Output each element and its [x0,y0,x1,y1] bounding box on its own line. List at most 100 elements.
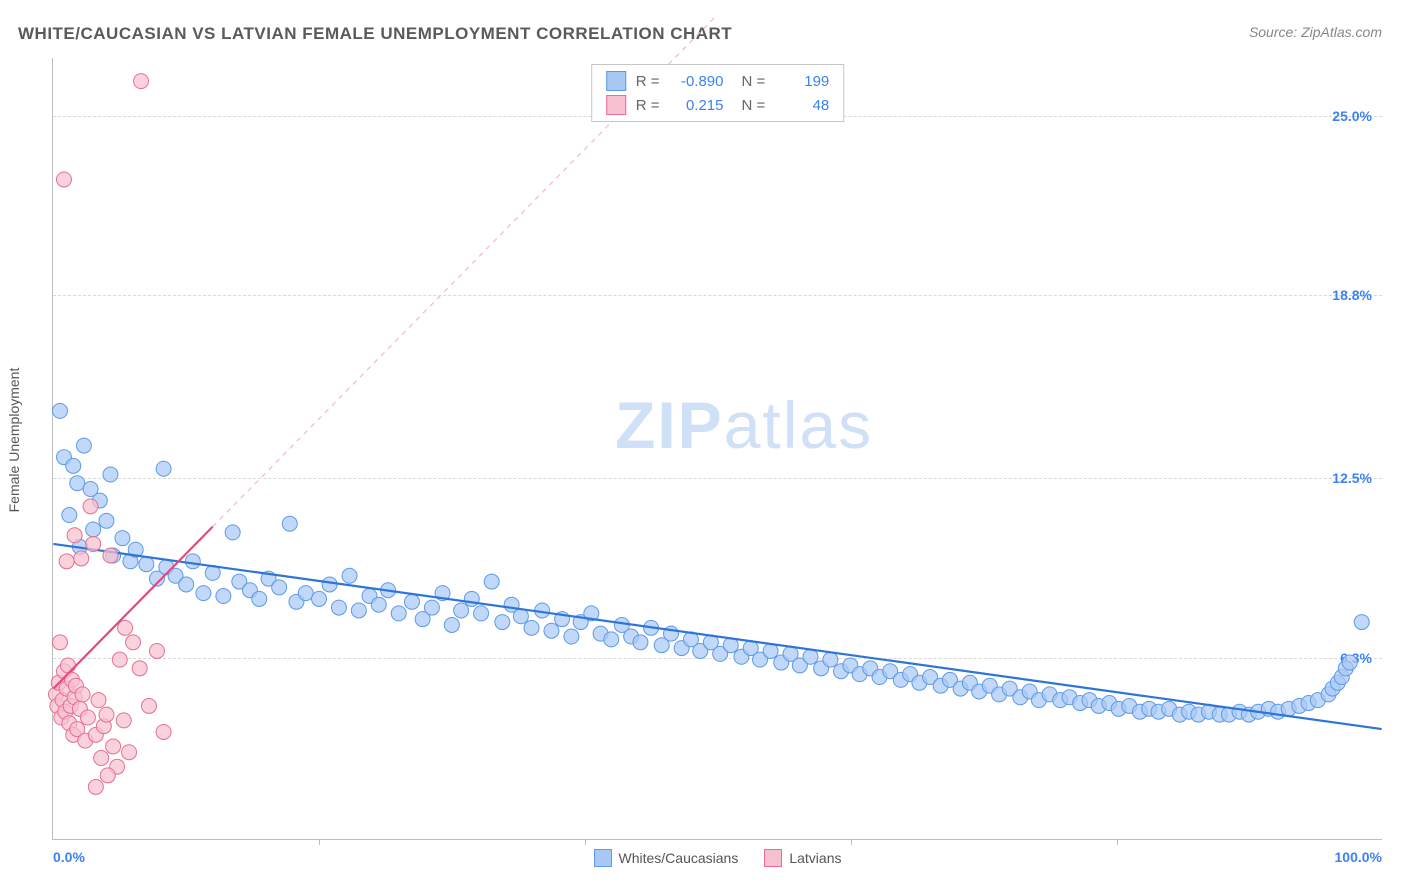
scatter-point [53,403,68,418]
scatter-point [139,557,154,572]
stats-row: R = -0.890 N = 199 [606,69,830,93]
stats-swatch [606,71,626,91]
scatter-point [282,516,297,531]
scatter-point [312,591,327,606]
scatter-point [59,554,74,569]
scatter-point [803,649,818,664]
scatter-point [524,620,539,635]
scatter-point [331,600,346,615]
scatter-point [272,580,287,595]
scatter-point [342,568,357,583]
stats-box: R = -0.890 N = 199 R = 0.215 N = 48 [591,64,845,122]
scatter-point [70,476,85,491]
legend-item: Whites/Caucasians [594,849,739,867]
scatter-point [1342,655,1357,670]
scatter-point [298,586,313,601]
scatter-point [633,635,648,650]
scatter-point [544,623,559,638]
scatter-point [371,597,386,612]
scatter-point [252,591,267,606]
scatter-point [322,577,337,592]
scatter-point [86,522,101,537]
scatter-point [99,707,114,722]
scatter-point [132,661,147,676]
scatter-point [513,609,528,624]
scatter-point [80,710,95,725]
scatter-point [56,172,71,187]
stats-n-label: N = [742,97,766,114]
stats-r-value: 0.215 [670,97,724,114]
scatter-point [495,615,510,630]
legend-bottom: Whites/Caucasians Latvians [594,849,842,867]
scatter-point [196,586,211,601]
chart-title: WHITE/CAUCASIAN VS LATVIAN FEMALE UNEMPL… [18,24,732,44]
scatter-point [115,531,130,546]
scatter-point [823,652,838,667]
stats-n-value: 48 [775,97,829,114]
scatter-point [391,606,406,621]
scatter-point [424,600,439,615]
x-tick-mark [319,839,320,845]
scatter-point [76,438,91,453]
scatter-point [106,739,121,754]
scatter-point [100,768,115,783]
scatter-point [464,591,479,606]
legend-label: Whites/Caucasians [619,850,739,866]
scatter-point [116,713,131,728]
y-axis-label: Female Unemployment [6,368,22,513]
scatter-point [134,74,149,89]
scatter-point [103,548,118,563]
scatter-point [112,652,127,667]
legend-label: Latvians [789,850,841,866]
scatter-point [91,693,106,708]
legend-swatch [764,849,782,867]
scatter-point [66,458,81,473]
stats-row: R = 0.215 N = 48 [606,93,830,117]
scatter-point [118,620,133,635]
scatter-point [75,687,90,702]
scatter-point [74,551,89,566]
x-tick-mark [585,839,586,845]
scatter-point [86,536,101,551]
scatter-point [88,779,103,794]
scatter-point [83,499,98,514]
scatter-point [484,574,499,589]
scatter-point [216,589,231,604]
scatter-point [67,528,82,543]
scatter-point [474,606,489,621]
scatter-point [103,467,118,482]
stats-r-value: -0.890 [670,73,724,90]
scatter-point [60,658,75,673]
stats-n-value: 199 [775,73,829,90]
stats-r-label: R = [636,97,660,114]
stats-swatch [606,95,626,115]
scatter-point [99,513,114,528]
scatter-point [604,632,619,647]
scatter-point [94,751,109,766]
scatter-point [351,603,366,618]
x-tick-mark [851,839,852,845]
source-label: Source: ZipAtlas.com [1249,24,1382,40]
legend-swatch [594,849,612,867]
scatter-point [141,698,156,713]
plot-area: ZIPatlas 25.0%18.8%12.5%6.3% R = -0.890 … [52,58,1382,840]
x-tick-min: 0.0% [53,849,85,865]
stats-r-label: R = [636,73,660,90]
scatter-point [405,594,420,609]
scatter-point [126,635,141,650]
x-tick-mark [1117,839,1118,845]
scatter-point [122,745,137,760]
scatter-svg [53,58,1382,839]
scatter-point [454,603,469,618]
scatter-point [1354,615,1369,630]
scatter-point [156,461,171,476]
legend-item: Latvians [764,849,841,867]
x-tick-max: 100.0% [1335,849,1382,865]
scatter-point [185,554,200,569]
scatter-point [62,508,77,523]
scatter-point [225,525,240,540]
trendline [53,544,1381,729]
scatter-point [444,617,459,632]
scatter-point [564,629,579,644]
scatter-point [149,643,164,658]
